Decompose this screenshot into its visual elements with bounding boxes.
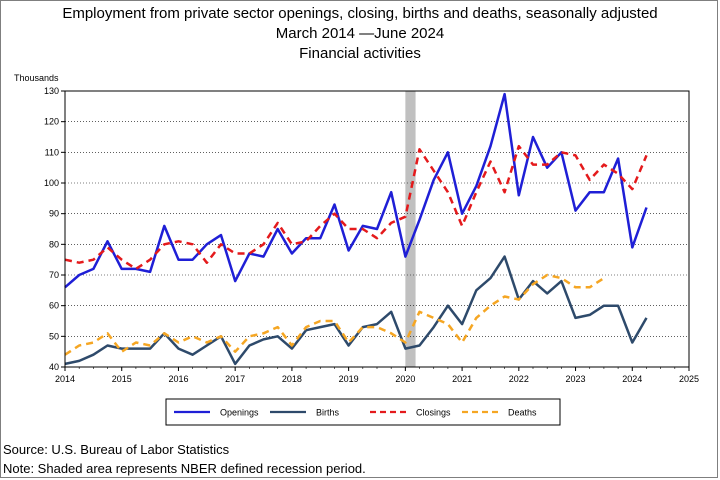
legend-label-openings: Openings: [220, 408, 259, 418]
x-tick-label: 2022: [509, 374, 529, 384]
y-tick-label: 90: [49, 209, 59, 219]
series-line-openings: [64, 92, 648, 289]
legend-label-births: Births: [316, 408, 340, 418]
series-line-closings: [64, 144, 648, 271]
y-tick-label: 80: [49, 239, 59, 249]
x-tick-label: 2017: [225, 374, 245, 384]
series-line-births: [64, 255, 648, 366]
chart-date-range: March 2014 —June 2024: [275, 25, 445, 42]
recession-note: Note: Shaded area represents NBER define…: [3, 461, 366, 476]
y-tick-label: 60: [49, 301, 59, 311]
y-tick-label: 100: [44, 178, 59, 188]
plot-border: [64, 90, 690, 368]
x-tick-label: 2020: [395, 374, 415, 384]
x-tick-label: 2018: [282, 374, 302, 384]
y-tick-label: 120: [44, 117, 59, 127]
x-tick-label: 2014: [55, 374, 75, 384]
x-tick-label: 2019: [339, 374, 359, 384]
series-line-deaths: [64, 273, 605, 356]
y-tick-label: 70: [49, 270, 59, 280]
x-tick-label: 2016: [168, 374, 188, 384]
line-chart: 40 50 60 70 80 90 100 110 120 130 2014 2015 2016 2017…: [44, 86, 699, 426]
y-tick-label: 130: [44, 86, 59, 96]
x-tick-label: 2021: [452, 374, 472, 384]
x-tick-label: 2015: [112, 374, 132, 384]
y-tick-label: 40: [49, 362, 59, 372]
chart-title: Employment from private sector openings,…: [62, 5, 658, 22]
chart-subtitle: Financial activities: [299, 45, 421, 62]
x-tick-label: 2024: [622, 374, 642, 384]
y-tick-label: 110: [45, 147, 59, 157]
legend-label-deaths: Deaths: [508, 408, 537, 418]
x-tick-label: 2025: [679, 374, 699, 384]
recession-band: [405, 91, 416, 367]
x-tick-label: 2023: [566, 374, 586, 384]
y-tick-label: 50: [49, 331, 59, 341]
y-axis-unit-label: Thousands: [14, 73, 59, 83]
legend-label-closings: Closings: [416, 408, 451, 418]
source-note: Source: U.S. Bureau of Labor Statistics: [3, 442, 230, 457]
